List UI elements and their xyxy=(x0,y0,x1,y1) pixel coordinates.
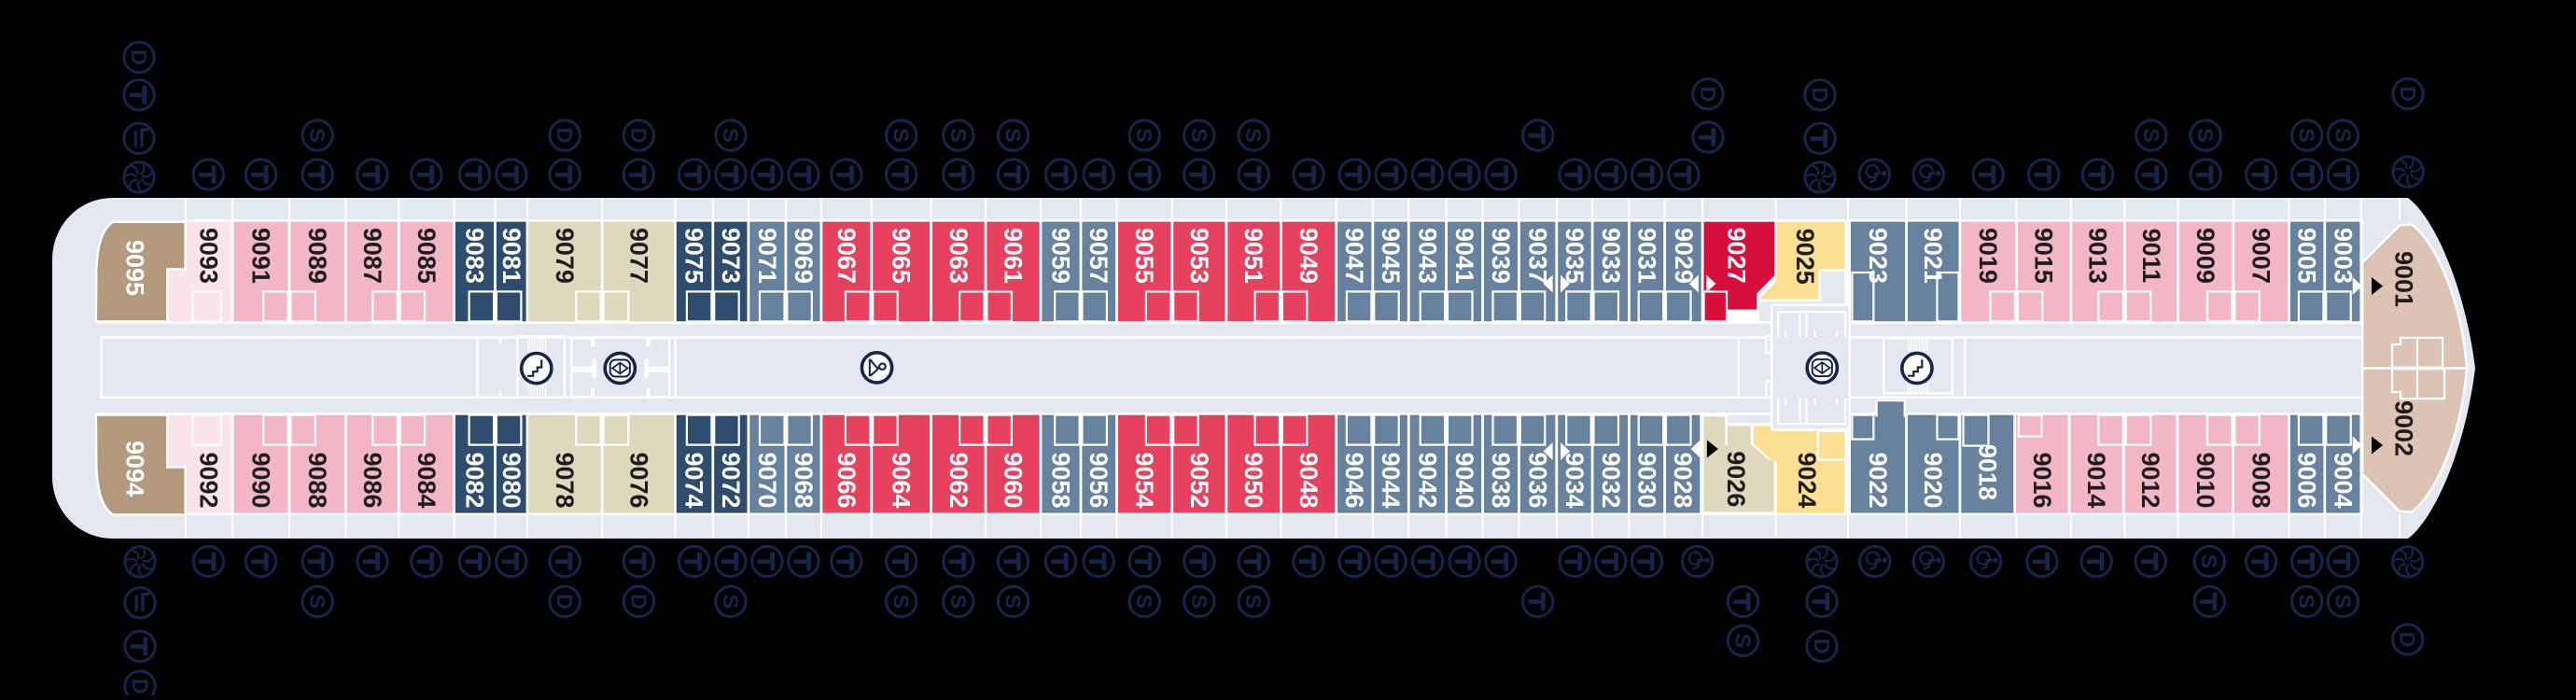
svg-text:9059: 9059 xyxy=(1047,228,1075,284)
svg-text:9026: 9026 xyxy=(1722,451,1750,507)
svg-text:9054: 9054 xyxy=(1130,452,1158,508)
svg-text:9046: 9046 xyxy=(1340,452,1368,508)
svg-text:9043: 9043 xyxy=(1414,228,1442,284)
svg-text:9092: 9092 xyxy=(194,452,222,508)
svg-text:9082: 9082 xyxy=(461,452,489,508)
svg-text:9049: 9049 xyxy=(1295,228,1323,284)
svg-text:9024: 9024 xyxy=(1793,452,1821,508)
svg-text:9007: 9007 xyxy=(2247,228,2275,284)
svg-text:9045: 9045 xyxy=(1377,228,1405,284)
svg-text:9006: 9006 xyxy=(2293,452,2321,508)
svg-text:9076: 9076 xyxy=(624,452,652,508)
svg-text:9010: 9010 xyxy=(2191,452,2219,508)
svg-text:9040: 9040 xyxy=(1450,452,1478,508)
svg-text:9062: 9062 xyxy=(945,452,973,508)
svg-text:9065: 9065 xyxy=(888,228,916,284)
svg-text:9030: 9030 xyxy=(1633,452,1661,508)
svg-text:9060: 9060 xyxy=(1000,452,1028,508)
svg-text:9014: 9014 xyxy=(2082,452,2110,508)
svg-text:9042: 9042 xyxy=(1414,452,1442,508)
svg-text:9051: 9051 xyxy=(1239,228,1267,284)
svg-text:9002: 9002 xyxy=(2390,400,2418,456)
svg-text:9080: 9080 xyxy=(497,452,525,508)
svg-text:9086: 9086 xyxy=(358,452,386,508)
svg-text:9001: 9001 xyxy=(2390,251,2418,307)
svg-text:9025: 9025 xyxy=(1791,229,1819,285)
svg-text:9008: 9008 xyxy=(2247,452,2275,508)
svg-text:9085: 9085 xyxy=(413,228,441,284)
svg-text:9088: 9088 xyxy=(303,452,331,508)
svg-text:9078: 9078 xyxy=(551,452,579,508)
svg-text:9052: 9052 xyxy=(1185,452,1213,508)
svg-text:9091: 9091 xyxy=(247,228,275,284)
svg-text:9035: 9035 xyxy=(1561,228,1589,284)
svg-text:9087: 9087 xyxy=(358,228,386,284)
svg-text:9083: 9083 xyxy=(461,228,489,284)
svg-text:9032: 9032 xyxy=(1597,452,1625,508)
svg-text:9018: 9018 xyxy=(1973,444,2001,500)
svg-text:9028: 9028 xyxy=(1669,452,1697,508)
svg-text:9021: 9021 xyxy=(1919,228,1947,284)
svg-text:9093: 9093 xyxy=(194,228,222,284)
svg-text:9004: 9004 xyxy=(2329,452,2357,508)
svg-text:9037: 9037 xyxy=(1524,228,1552,284)
svg-text:9089: 9089 xyxy=(303,228,331,284)
svg-text:9067: 9067 xyxy=(833,228,861,284)
svg-text:9071: 9071 xyxy=(753,228,781,284)
svg-text:9074: 9074 xyxy=(680,452,708,508)
svg-text:9005: 9005 xyxy=(2293,228,2321,284)
svg-text:9094: 9094 xyxy=(121,441,149,497)
svg-text:9003: 9003 xyxy=(2329,228,2357,284)
svg-text:9048: 9048 xyxy=(1295,452,1323,508)
svg-text:9034: 9034 xyxy=(1561,452,1589,508)
svg-text:9020: 9020 xyxy=(1919,452,1947,508)
svg-text:9016: 9016 xyxy=(2028,452,2056,508)
svg-text:9015: 9015 xyxy=(2030,228,2058,284)
svg-text:9070: 9070 xyxy=(753,452,781,508)
svg-text:9084: 9084 xyxy=(413,452,441,508)
svg-text:9012: 9012 xyxy=(2136,452,2164,508)
svg-text:9031: 9031 xyxy=(1633,228,1661,284)
svg-text:9072: 9072 xyxy=(717,452,745,508)
svg-text:9023: 9023 xyxy=(1864,228,1892,284)
svg-text:9075: 9075 xyxy=(680,228,708,284)
svg-text:9056: 9056 xyxy=(1085,452,1113,508)
svg-text:9039: 9039 xyxy=(1487,228,1515,284)
svg-text:9029: 9029 xyxy=(1670,228,1698,284)
svg-text:9027: 9027 xyxy=(1723,227,1751,283)
svg-text:9058: 9058 xyxy=(1047,452,1075,508)
svg-text:9061: 9061 xyxy=(1000,228,1028,284)
svg-text:9036: 9036 xyxy=(1524,452,1552,508)
svg-text:9064: 9064 xyxy=(888,452,916,508)
svg-text:9063: 9063 xyxy=(945,228,973,284)
svg-text:9073: 9073 xyxy=(717,228,745,284)
svg-text:9057: 9057 xyxy=(1085,228,1113,284)
svg-text:9095: 9095 xyxy=(121,240,149,296)
svg-text:9022: 9022 xyxy=(1864,452,1892,508)
svg-text:9066: 9066 xyxy=(833,452,861,508)
svg-text:9055: 9055 xyxy=(1130,228,1158,284)
svg-text:9009: 9009 xyxy=(2191,228,2219,284)
svg-text:9090: 9090 xyxy=(247,452,275,508)
svg-text:9068: 9068 xyxy=(790,452,818,508)
svg-text:9081: 9081 xyxy=(497,228,525,284)
svg-text:9044: 9044 xyxy=(1377,452,1405,508)
svg-text:9038: 9038 xyxy=(1487,452,1515,508)
svg-text:9053: 9053 xyxy=(1185,228,1213,284)
svg-text:9079: 9079 xyxy=(551,228,579,284)
svg-text:9013: 9013 xyxy=(2084,228,2112,284)
svg-text:9047: 9047 xyxy=(1340,228,1368,284)
svg-text:9041: 9041 xyxy=(1450,228,1478,284)
svg-text:9077: 9077 xyxy=(624,228,652,284)
svg-text:9069: 9069 xyxy=(790,228,818,284)
svg-text:9033: 9033 xyxy=(1597,228,1625,284)
svg-text:9019: 9019 xyxy=(1974,228,2002,284)
svg-text:9050: 9050 xyxy=(1239,452,1267,508)
svg-text:9011: 9011 xyxy=(2137,229,2165,284)
